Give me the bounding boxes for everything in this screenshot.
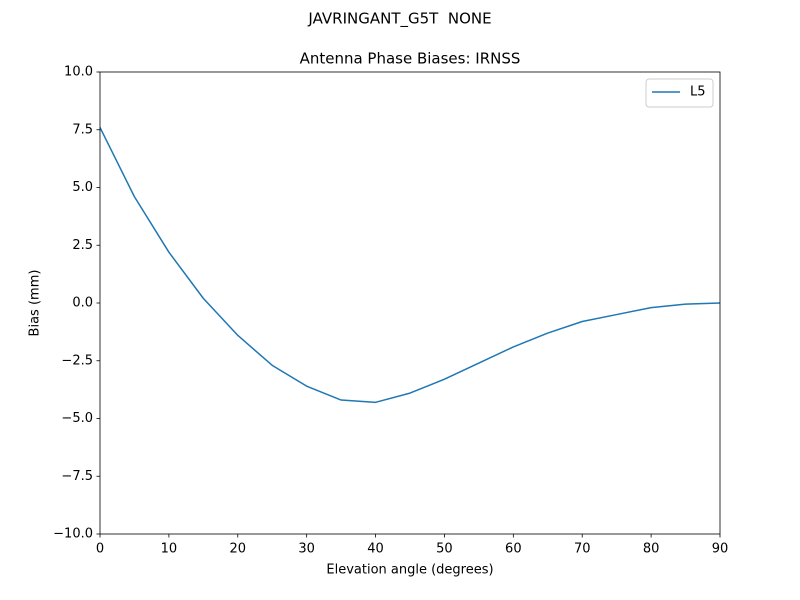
x-tick-label: 0 bbox=[96, 542, 104, 557]
y-tick-label: 0.0 bbox=[72, 296, 93, 311]
x-tick-label: 70 bbox=[574, 542, 591, 557]
chart-title: Antenna Phase Biases: IRNSS bbox=[300, 50, 521, 68]
y-tick-label: −10.0 bbox=[53, 527, 93, 542]
x-tick-label: 90 bbox=[712, 542, 729, 557]
y-tick-label: 10.0 bbox=[64, 65, 93, 80]
x-tick-label: 40 bbox=[367, 542, 384, 557]
data-line bbox=[99, 127, 721, 404]
y-tick-label: −2.5 bbox=[61, 353, 93, 368]
y-tick-label: 7.5 bbox=[72, 122, 93, 137]
x-tick-label: 20 bbox=[230, 542, 247, 557]
x-tick-label: 60 bbox=[505, 542, 522, 557]
y-tick-label: 2.5 bbox=[72, 238, 93, 253]
y-tick-label: −7.5 bbox=[61, 469, 93, 484]
legend-label: L5 bbox=[690, 85, 706, 100]
x-tick-label: 30 bbox=[298, 542, 315, 557]
plot-frame bbox=[99, 71, 721, 535]
x-tick-label: 10 bbox=[161, 542, 178, 557]
x-tick-label: 50 bbox=[436, 542, 453, 557]
legend-box bbox=[645, 78, 714, 108]
y-tick-label: −5.0 bbox=[61, 411, 93, 426]
x-axis-label: Elevation angle (degrees) bbox=[326, 563, 493, 578]
x-tick-label: 80 bbox=[643, 542, 660, 557]
y-tick-label: 5.0 bbox=[72, 180, 93, 195]
y-axis-label: Bias (mm) bbox=[28, 270, 43, 337]
suptitle: JAVRINGANT_G5T NONE bbox=[307, 10, 491, 29]
